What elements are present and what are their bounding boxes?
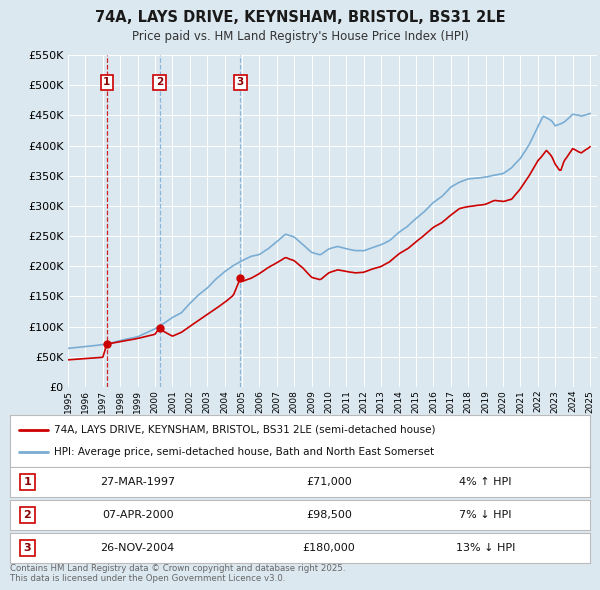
Text: Price paid vs. HM Land Registry's House Price Index (HPI): Price paid vs. HM Land Registry's House …	[131, 30, 469, 43]
Text: 4% ↑ HPI: 4% ↑ HPI	[460, 477, 512, 487]
Text: Contains HM Land Registry data © Crown copyright and database right 2025.
This d: Contains HM Land Registry data © Crown c…	[10, 563, 346, 583]
Text: 3: 3	[236, 77, 244, 87]
Text: 7% ↓ HPI: 7% ↓ HPI	[460, 510, 512, 520]
Text: £98,500: £98,500	[306, 510, 352, 520]
Text: 13% ↓ HPI: 13% ↓ HPI	[456, 543, 515, 553]
Text: 26-NOV-2004: 26-NOV-2004	[100, 543, 175, 553]
Text: 07-APR-2000: 07-APR-2000	[102, 510, 173, 520]
Text: 2: 2	[23, 510, 31, 520]
Text: £180,000: £180,000	[302, 543, 355, 553]
Text: 74A, LAYS DRIVE, KEYNSHAM, BRISTOL, BS31 2LE: 74A, LAYS DRIVE, KEYNSHAM, BRISTOL, BS31…	[95, 10, 505, 25]
Text: 27-MAR-1997: 27-MAR-1997	[100, 477, 175, 487]
Text: 1: 1	[103, 77, 110, 87]
Text: 1: 1	[23, 477, 31, 487]
Text: £71,000: £71,000	[306, 477, 352, 487]
Text: HPI: Average price, semi-detached house, Bath and North East Somerset: HPI: Average price, semi-detached house,…	[53, 447, 434, 457]
Text: 74A, LAYS DRIVE, KEYNSHAM, BRISTOL, BS31 2LE (semi-detached house): 74A, LAYS DRIVE, KEYNSHAM, BRISTOL, BS31…	[53, 425, 435, 435]
Text: 2: 2	[156, 77, 163, 87]
Text: 3: 3	[23, 543, 31, 553]
